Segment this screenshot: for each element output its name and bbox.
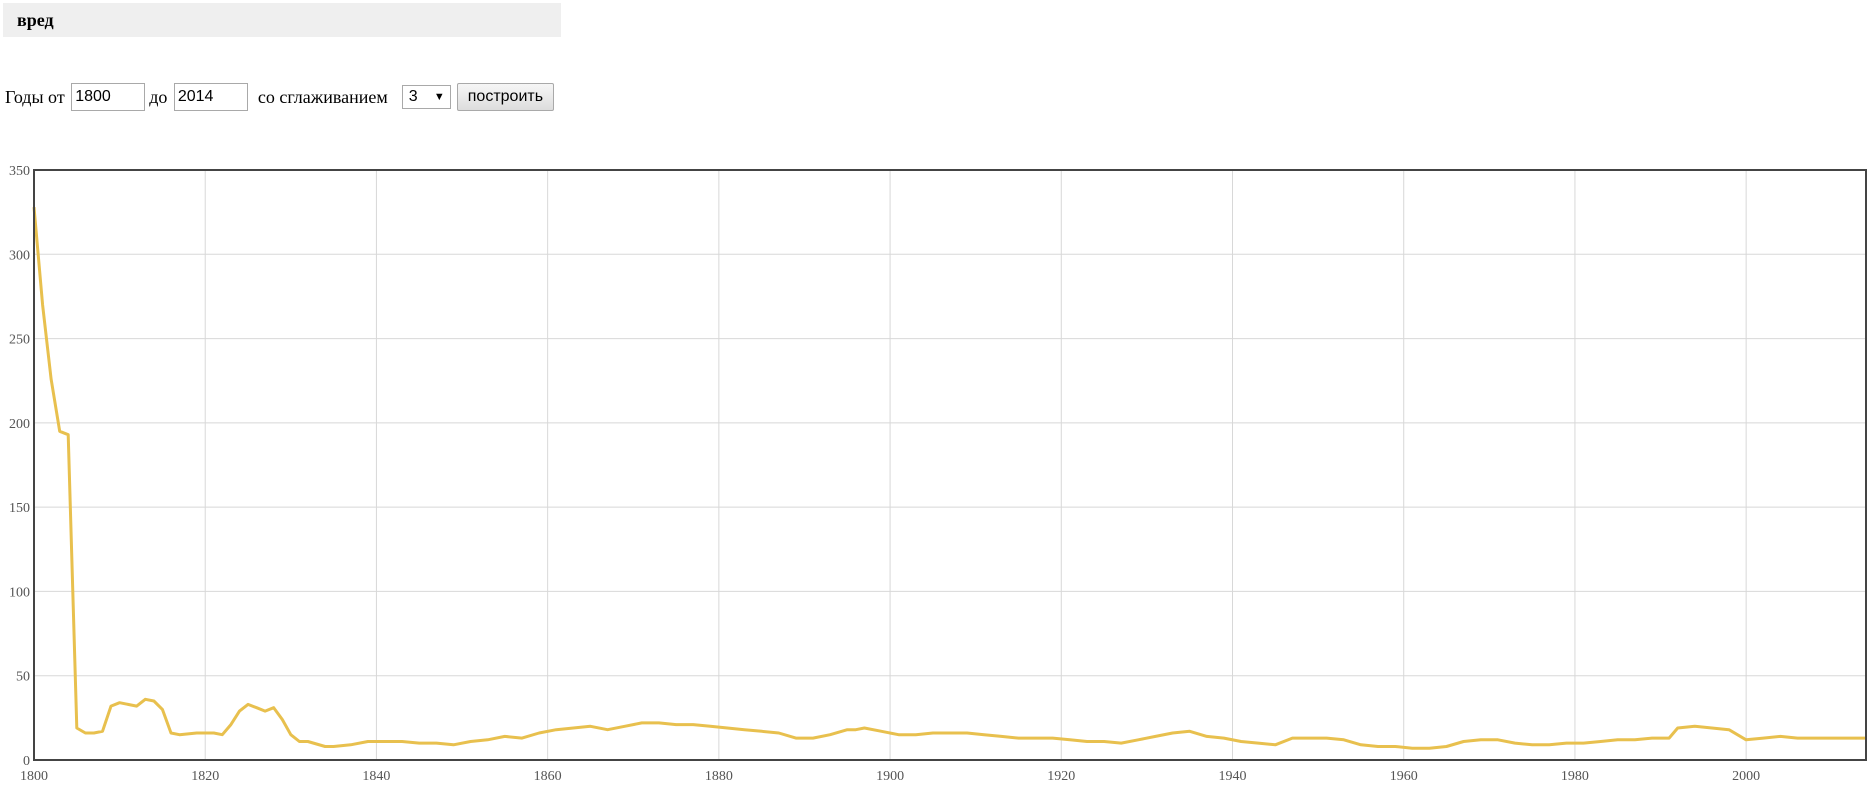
build-button[interactable]: построить — [456, 83, 555, 111]
y-tick-label: 250 — [9, 333, 30, 348]
y-tick-label: 100 — [9, 585, 30, 600]
year-from-input[interactable] — [71, 83, 146, 111]
smoothing-select[interactable]: 3 ▼ — [401, 85, 451, 109]
year-to-input[interactable] — [173, 83, 248, 111]
frequency-chart: 0 50 100 150 200 250 300 350 1800 1820 1840 1860 188… — [9, 164, 1867, 784]
x-tick-label: 1900 — [876, 769, 904, 784]
y-tick-label: 50 — [16, 670, 30, 685]
y-tick-label: 350 — [9, 164, 30, 179]
x-tick-label: 1940 — [1219, 769, 1247, 784]
series-line — [32, 206, 1866, 750]
plot-frame — [33, 169, 1867, 761]
chevron-down-icon: ▼ — [433, 91, 445, 103]
x-tick-label: 1860 — [534, 769, 562, 784]
controls-row: Годы от до со сглаживанием 3 ▼ построить — [5, 83, 555, 111]
x-tick-label: 1800 — [20, 769, 48, 784]
y-tick-label: 150 — [9, 501, 30, 516]
y-tick-label: 0 — [23, 754, 30, 769]
y-tick-label: 300 — [9, 248, 30, 263]
years-from-label: Годы от — [5, 86, 65, 107]
x-tick-label: 1980 — [1561, 769, 1589, 784]
query-term: вред — [17, 10, 54, 30]
smoothing-value: 3 — [408, 88, 418, 105]
x-tick-label: 1880 — [705, 769, 733, 784]
years-to-label: до — [149, 86, 168, 107]
x-tick-label: 1840 — [362, 769, 390, 784]
query-header: вред — [3, 3, 561, 37]
x-tick-label: 1960 — [1390, 769, 1418, 784]
x-tick-label: 1820 — [191, 769, 219, 784]
x-tick-label: 2000 — [1732, 769, 1760, 784]
x-tick-label: 1920 — [1047, 769, 1075, 784]
smoothing-label: со сглаживанием — [257, 86, 388, 107]
y-tick-label: 200 — [9, 417, 30, 432]
